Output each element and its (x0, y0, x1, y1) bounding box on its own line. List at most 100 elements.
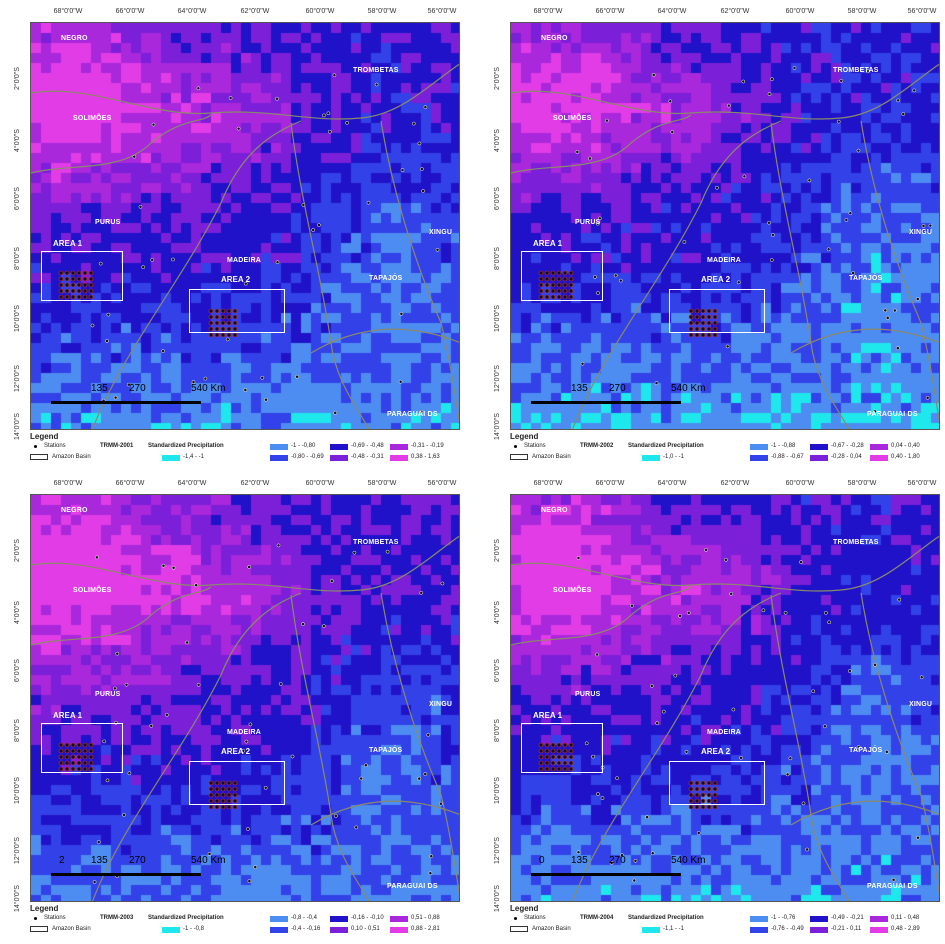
map-overlay (31, 535, 459, 901)
station-legend-icon (514, 917, 517, 920)
station-marker (823, 724, 827, 729)
longitude-label: 66°0'0"W (595, 8, 625, 15)
latitude-labels: 2°0'0"S 4°0'0"S 6°0'0"S 8°0'0"S 10°0'0"S 12°0… (0, 494, 30, 912)
grid-station-marker (76, 754, 82, 760)
longitude-labels: 68°0'0"W 66°0'0"W 64°0'0"W 62°0'0"W 60°0'0"W… (0, 472, 462, 494)
legend-swatch (270, 455, 288, 461)
region-label-solimoes: SOLIMÕES (73, 115, 112, 122)
longitude-label: 68°0'0"W (533, 480, 563, 487)
grid-station-marker (208, 786, 214, 792)
grid-station-marker (556, 742, 562, 748)
legend-basin-label: Amazon Basin (532, 926, 571, 932)
grid-station-marker (232, 804, 238, 810)
station-marker (194, 583, 199, 588)
station-marker (724, 557, 728, 562)
grid-station-marker (568, 276, 574, 282)
grid-station-marker (220, 314, 226, 320)
region-label-paraguai: PARAGUAI DS (867, 883, 918, 890)
grid-station-marker (694, 314, 700, 320)
station-marker (921, 224, 926, 228)
scale-bar (51, 873, 201, 876)
river-line (790, 328, 939, 354)
grid-station-marker (220, 798, 226, 804)
region-label-tapajos: TAPAJÓS (369, 747, 403, 754)
longitude-labels: 68°0'0"W 66°0'0"W 64°0'0"W 62°0'0"W 60°0'0"W… (480, 472, 942, 494)
grid-station-marker (232, 326, 238, 332)
legend-swatch (870, 916, 888, 922)
grid-station-marker (706, 320, 712, 326)
station-marker (847, 669, 852, 673)
station-marker (352, 550, 357, 555)
station-marker (428, 871, 433, 876)
grid-station-marker (712, 798, 718, 804)
station-marker (260, 375, 265, 380)
region-label-solimoes: SOLIMÕES (553, 115, 592, 122)
scale-label: 540 Km (191, 383, 226, 394)
station-marker (661, 709, 666, 714)
river-line (310, 800, 459, 826)
station-marker (673, 673, 678, 678)
latitude-labels: 2°0'0"S 4°0'0"S 6°0'0"S 8°0'0"S 10°0'0"S 12°0… (0, 22, 30, 440)
legend-swatch (870, 455, 888, 461)
station-marker (584, 741, 589, 746)
longitude-label: 64°0'0"W (177, 8, 207, 15)
station-marker (884, 750, 889, 754)
grid-station-marker (712, 326, 718, 332)
station-marker (801, 801, 806, 806)
station-marker (873, 409, 877, 414)
grid-station-marker (64, 742, 70, 748)
grid-station-marker (562, 760, 568, 766)
station-marker (243, 388, 248, 392)
legend-swatch (750, 455, 768, 461)
station-marker (203, 376, 208, 381)
latitude-label: 2°0'0"S (14, 67, 21, 90)
legend-swatch (330, 444, 348, 450)
station-marker (236, 126, 241, 131)
legend-class-label: -0,16 - -0,10 (351, 915, 384, 921)
grid-station-marker (712, 786, 718, 792)
legend-swatch (162, 927, 180, 933)
grid-station-marker (700, 804, 706, 810)
legend-class-label: -1 - -0,80 (291, 443, 316, 449)
station-marker (244, 739, 249, 744)
grid-station-marker (706, 326, 712, 332)
grid-station-marker (88, 760, 94, 766)
station-marker (595, 221, 600, 226)
region-label-madeira: MADEIRA (707, 257, 742, 264)
area-2-label: AREA 2 (221, 747, 251, 756)
station-marker (127, 771, 132, 776)
latitude-label: 6°0'0"S (14, 187, 21, 210)
grid-station-marker (544, 742, 550, 748)
station-marker (686, 610, 691, 615)
legend-swatch (750, 927, 768, 933)
station-marker (856, 745, 861, 749)
grid-station-marker (700, 780, 706, 786)
grid-station-marker (556, 748, 562, 754)
grid-station-marker (70, 282, 76, 288)
station-marker (925, 395, 930, 400)
grid-station-marker (568, 748, 574, 754)
station-marker (311, 228, 316, 232)
station-marker (115, 651, 120, 656)
station-marker (264, 397, 268, 402)
station-marker (848, 211, 853, 216)
legend-class-label: -0,69 - -0,48 (351, 443, 384, 449)
legend-product: TRMM-2004 (580, 915, 614, 921)
station-marker (132, 154, 137, 159)
station-marker (151, 122, 156, 127)
river-line (31, 586, 212, 646)
map-overlay (511, 535, 939, 901)
station-marker (593, 275, 597, 279)
grid-station-marker (562, 282, 568, 288)
river-line (571, 592, 782, 901)
area-2-label: AREA 2 (701, 747, 731, 756)
grid-station-marker (556, 282, 562, 288)
legend-swatch (270, 927, 288, 933)
latitude-label: 12°0'0"S (14, 365, 21, 392)
grid-station-marker (58, 754, 64, 760)
station-marker (682, 240, 687, 244)
map-panel-2: 68°0'0"W 66°0'0"W 64°0'0"W 62°0'0"W 60°0'0"W… (480, 0, 942, 468)
legend-swatch (390, 455, 408, 461)
region-label-solimoes: SOLIMÕES (553, 587, 592, 594)
grid-station-marker (226, 326, 232, 332)
